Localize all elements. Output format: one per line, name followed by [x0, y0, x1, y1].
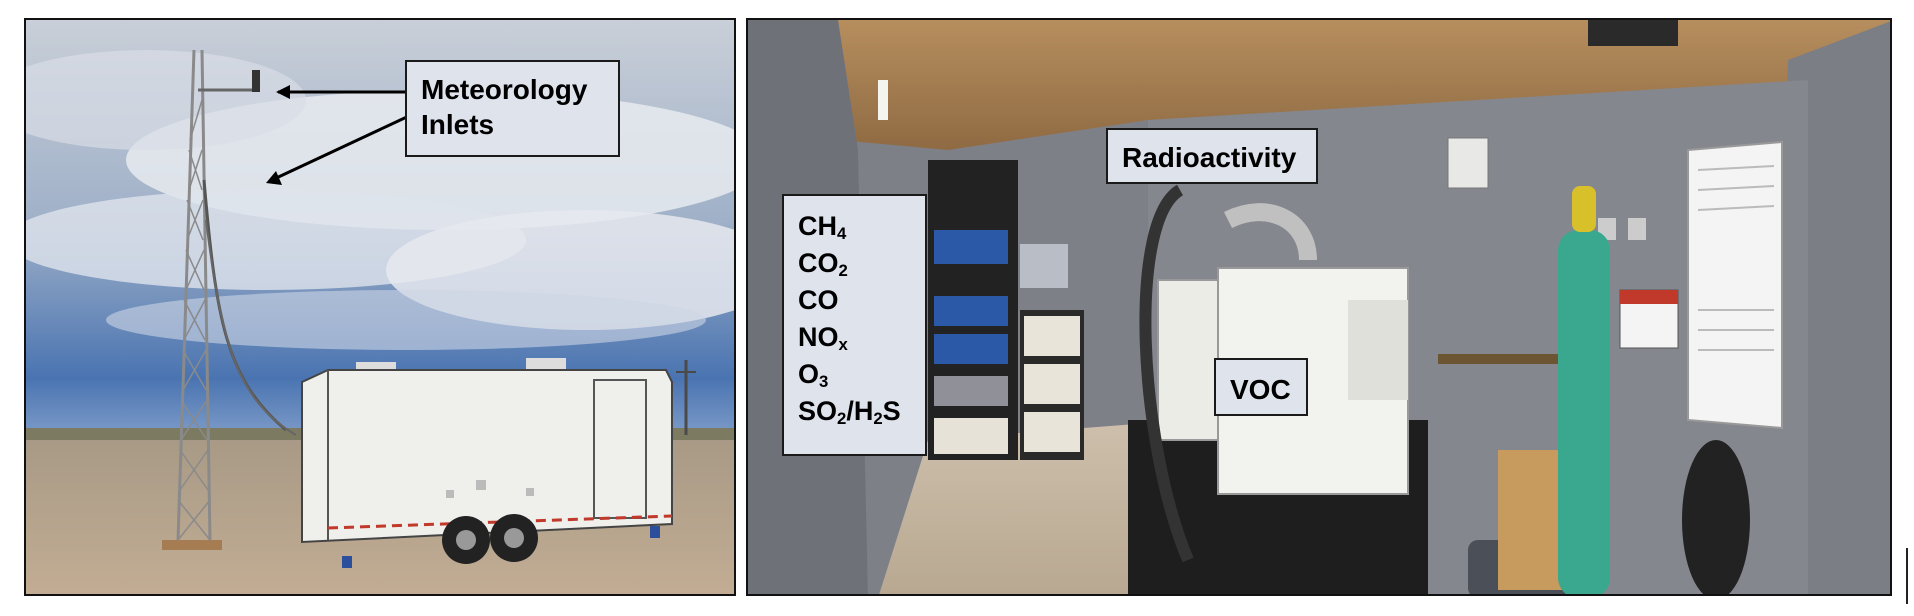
species-item: CH4 — [798, 211, 847, 244]
meteorology-label-line1: Meteorology — [421, 74, 588, 105]
text-cursor-mark — [1906, 548, 1908, 604]
radioactivity-label: Radioactivity — [1106, 128, 1318, 184]
meteorology-label-line2: Inlets — [421, 109, 495, 140]
voc-label: VOC — [1214, 358, 1308, 416]
species-item: NOx — [798, 322, 848, 355]
species-item: O3 — [798, 359, 829, 392]
meteorology-inlets-label: Meteorology Inlets — [405, 60, 620, 157]
outdoor-scene-image — [26, 20, 734, 594]
gas-species-label: CH4 CO2 CO NOx O3 SO2/H2S — [782, 194, 927, 456]
left-photo-panel — [24, 18, 736, 596]
species-item: CO2 — [798, 248, 848, 281]
species-item: SO2/H2S — [798, 396, 901, 429]
species-item: CO — [798, 285, 839, 315]
